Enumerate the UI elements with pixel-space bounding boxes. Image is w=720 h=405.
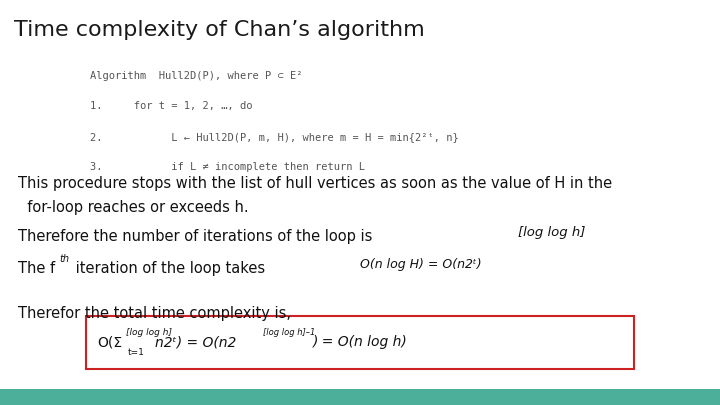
Text: for-loop reaches or exceeds h.: for-loop reaches or exceeds h.: [18, 200, 248, 215]
Text: 1.     for t = 1, 2, …, do: 1. for t = 1, 2, …, do: [90, 101, 253, 111]
Text: [log log h]–1: [log log h]–1: [263, 328, 315, 337]
Text: ) = O(n log h): ) = O(n log h): [313, 335, 408, 349]
Text: 2.           L ← Hull2D(P, m, H), where m = H = min{2²ᵗ, n}: 2. L ← Hull2D(P, m, H), where m = H = mi…: [90, 132, 459, 142]
Text: th: th: [59, 254, 69, 264]
Text: The f: The f: [18, 261, 55, 276]
Bar: [86, 316, 634, 369]
Text: Time complexity of Chan’s algorithm: Time complexity of Chan’s algorithm: [14, 20, 425, 40]
Text: n2ᵗ) = O(n2: n2ᵗ) = O(n2: [155, 335, 236, 349]
Text: This procedure stops with the list of hull vertices as soon as the value of H in: This procedure stops with the list of hu…: [18, 176, 612, 191]
Text: Therefore the number of iterations of the loop is: Therefore the number of iterations of th…: [18, 229, 372, 244]
Text: iteration of the loop takes: iteration of the loop takes: [71, 261, 265, 276]
Text: [log log h]: [log log h]: [518, 226, 586, 239]
Text: O(n log H) = O(n2ᵗ): O(n log H) = O(n2ᵗ): [360, 258, 482, 271]
Text: t=1: t=1: [128, 348, 145, 357]
Text: Therefor the total time complexity is,: Therefor the total time complexity is,: [18, 306, 291, 321]
Text: Algorithm  Hull2D(P), where P ⊂ E²: Algorithm Hull2D(P), where P ⊂ E²: [90, 71, 302, 81]
Text: 3.           if L ≠ incomplete then return L: 3. if L ≠ incomplete then return L: [90, 162, 365, 172]
Text: [log log h]: [log log h]: [126, 328, 172, 337]
Bar: [0, 389, 720, 405]
Text: O(Σ: O(Σ: [97, 335, 122, 349]
